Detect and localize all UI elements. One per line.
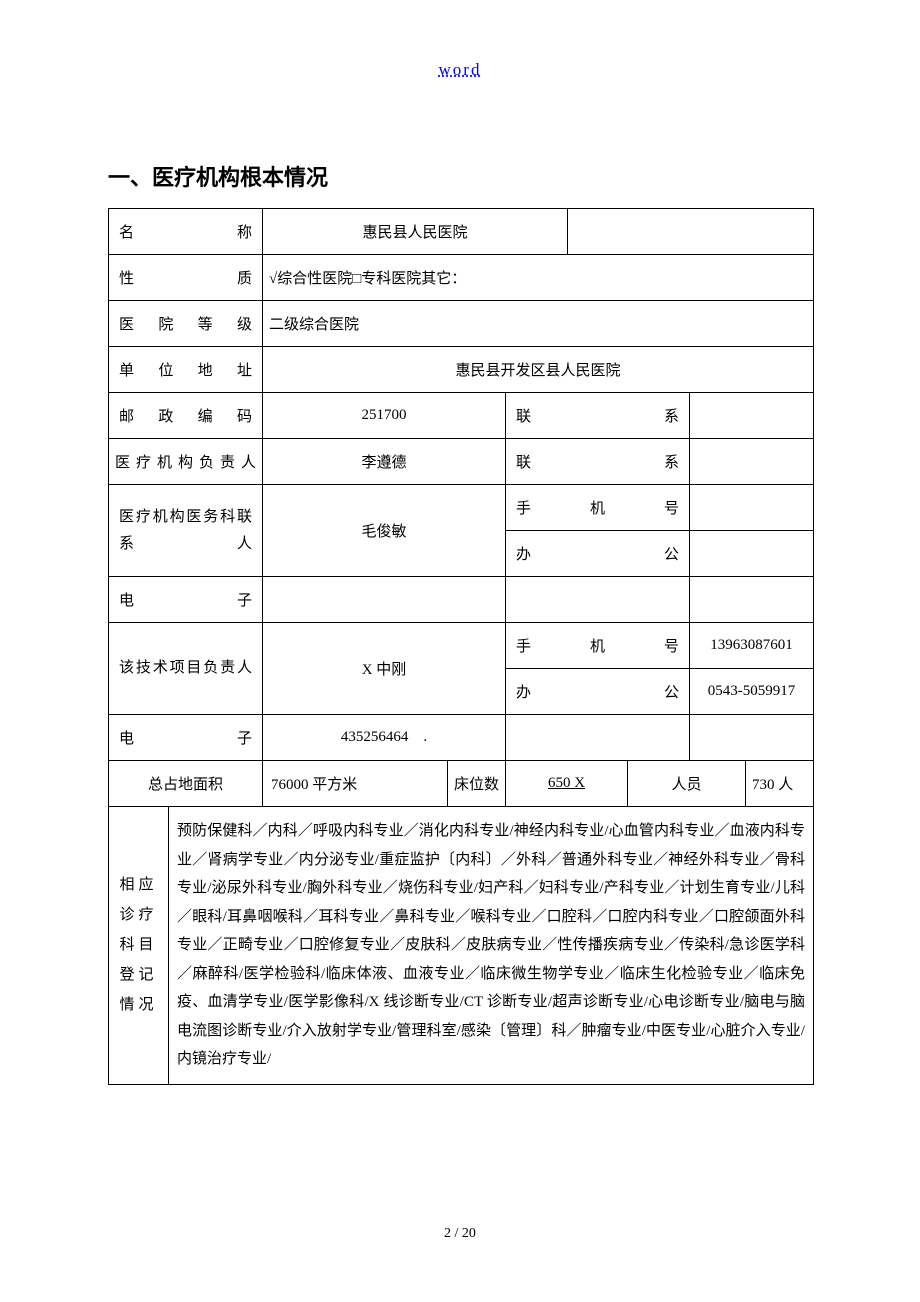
label-nature: 性质: [109, 255, 263, 301]
label-office2: 办公: [506, 669, 690, 715]
blank-cell: [690, 485, 814, 531]
blank-cell: [690, 393, 814, 439]
label-mobile2: 手机号: [506, 623, 690, 669]
header-link[interactable]: word: [108, 60, 812, 80]
blank-cell: [263, 577, 506, 623]
value-medaffairs: 毛俊敏: [263, 485, 506, 577]
row-email2: 电子 435256464 .: [109, 715, 814, 761]
value-techleader: X 中刚: [263, 623, 506, 715]
value-email2-main: 435256464: [341, 729, 409, 745]
blank-cell: [690, 577, 814, 623]
row-medaffairs-1: 医疗机构医务科联系人 毛俊敏 手机号: [109, 485, 814, 531]
value-beds: 650 X: [506, 761, 628, 807]
row-grade: 医院等级 二级综合医院: [109, 301, 814, 347]
label-contact2: 联系: [506, 439, 690, 485]
value-beds-suffix: X: [570, 775, 585, 791]
label-mobile: 手机号: [506, 485, 690, 531]
label-staff: 人员: [628, 761, 746, 807]
label-area: 总占地面积: [109, 761, 263, 807]
blank-cell: [506, 577, 690, 623]
value-mobile2: 13963087601: [690, 623, 814, 669]
row-name: 名称 惠民县人民医院: [109, 209, 814, 255]
label-address: 单位地址: [109, 347, 263, 393]
value-postcode: 251700: [263, 393, 506, 439]
blank-cell: [506, 715, 690, 761]
blank-cell: [568, 209, 814, 255]
value-depts: 预防保健科／内科／呼吸内科专业／消化内科专业/神经内科专业/心血管内科专业／血液…: [169, 807, 814, 1085]
label-postcode: 邮政编码: [109, 393, 263, 439]
label-grade: 医院等级: [109, 301, 263, 347]
blank-cell: [690, 439, 814, 485]
value-director: 李遵德: [263, 439, 506, 485]
row-address: 单位地址 惠民县开发区县人民医院: [109, 347, 814, 393]
value-nature: √综合性医院□专科医院其它：: [263, 255, 814, 301]
label-office: 办公: [506, 531, 690, 577]
row-techleader-1: 该技术项目负责人 X 中刚 手机号 13963087601: [109, 623, 814, 669]
row-depts: 相应诊疗科目登记情况 预防保健科／内科／呼吸内科专业／消化内科专业/神经内科专业…: [109, 807, 814, 1085]
info-table: 名称 惠民县人民医院 性质 √综合性医院□专科医院其它： 医院等级 二级综合医院…: [108, 208, 814, 1085]
value-grade: 二级综合医院: [263, 301, 814, 347]
value-beds-num: 650: [548, 775, 571, 791]
row-email: 电子: [109, 577, 814, 623]
section-title: 一、医疗机构根本情况: [108, 160, 812, 192]
value-staff: 730 人: [746, 761, 814, 807]
label-email: 电子: [109, 577, 263, 623]
value-email2-suffix: .: [423, 729, 427, 745]
label-depts: 相应诊疗科目登记情况: [109, 807, 169, 1085]
blank-cell: [690, 531, 814, 577]
row-director: 医疗机构负责人 李遵德 联系: [109, 439, 814, 485]
value-email2: 435256464 .: [263, 715, 506, 761]
label-beds: 床位数: [448, 761, 506, 807]
value-address: 惠民县开发区县人民医院: [263, 347, 814, 393]
row-nature: 性质 √综合性医院□专科医院其它：: [109, 255, 814, 301]
row-area: 总占地面积 76000 平方米 床位数 650 X 人员 730 人: [109, 761, 814, 807]
label-director: 医疗机构负责人: [109, 439, 263, 485]
value-office2: 0543-5059917: [690, 669, 814, 715]
label-contact1: 联系: [506, 393, 690, 439]
label-name: 名称: [109, 209, 263, 255]
label-email2: 电子: [109, 715, 263, 761]
value-area: 76000 平方米: [263, 761, 448, 807]
label-medaffairs: 医疗机构医务科联系人: [109, 485, 263, 577]
blank-cell: [690, 715, 814, 761]
page-number: 2 / 20: [0, 1226, 920, 1242]
value-name: 惠民县人民医院: [263, 209, 568, 255]
label-techleader: 该技术项目负责人: [109, 623, 263, 715]
row-postcode: 邮政编码 251700 联系: [109, 393, 814, 439]
document-page: word 一、医疗机构根本情况 名称 惠民县人民医院 性质 √综合性医院□专科医…: [0, 0, 920, 1302]
